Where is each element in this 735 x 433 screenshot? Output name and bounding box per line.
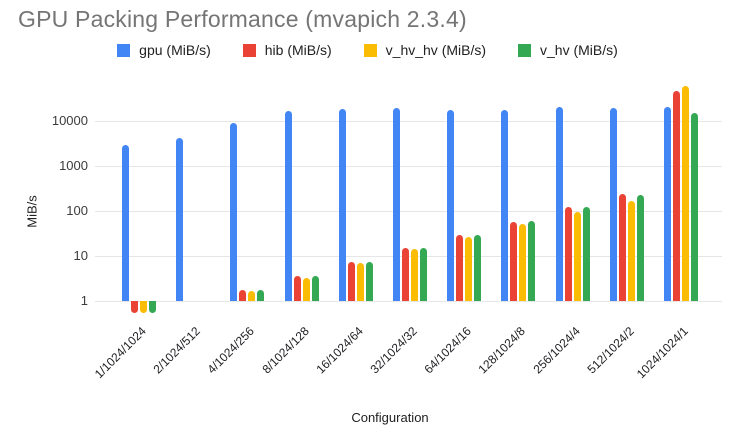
bar-v_hv_hv-512/1024/2 [627,200,635,301]
x-axis-title: Configuration [351,410,429,425]
legend-item[interactable]: v_hv_hv (MiB/s) [363,42,487,58]
legend-label: v_hv (MiB/s) [540,42,618,58]
bar-v_hv_hv-128/1024/8 [519,224,527,301]
legend-item[interactable]: gpu (MiB/s) [117,42,211,58]
bar-v_hv_hv-8/1024/128 [302,277,310,301]
gridline [95,211,722,212]
gridline [95,166,722,167]
bar-hib-256/1024/4 [564,207,572,301]
bar-gpu-512/1024/2 [609,107,617,301]
legend-label: v_hv_hv (MiB/s) [385,42,487,58]
bar-hib-128/1024/8 [510,221,518,301]
bar-gpu-2/1024/512 [176,138,184,301]
bar-gpu-16/1024/64 [338,108,346,301]
bar-gpu-32/1024/32 [393,108,400,301]
bar-v_hv-128/1024/8 [528,220,536,301]
bar-v_hv_hv-16/1024/64 [356,262,364,301]
bar-gpu-4/1024/256 [230,123,238,301]
bar-hib-512/1024/2 [618,194,626,301]
bar-hib-32/1024/32 [402,248,409,301]
y-axis-tick-label: 1 [80,293,88,308]
legend-label: hib (MiB/s) [264,42,332,58]
bar-hib-8/1024/128 [293,275,301,301]
bar-v_hv_hv-4/1024/256 [248,290,256,301]
legend: gpu (MiB/s) hib (MiB/s) v_hv_hv (MiB/s) v_h… [0,42,735,58]
bar-v_hv-8/1024/128 [311,275,319,301]
bar-hib-64/1024/16 [456,235,464,301]
bar-gpu-64/1024/16 [447,109,455,301]
bar-hib-4/1024/256 [239,289,247,301]
legend-item[interactable]: hib (MiB/s) [242,42,332,58]
bar-v_hv-4/1024/256 [257,289,265,301]
y-axis-tick-label: 10 [73,248,88,263]
legend-swatch-icon [117,43,131,57]
bar-v_hv_hv-64/1024/16 [465,237,473,301]
bar-hib-1/1024/1024 [131,301,138,313]
legend-swatch-icon [363,43,377,57]
bar-hib-16/1024/64 [347,262,355,301]
gridline [95,121,722,122]
bar-hib-1024/1024/1 [673,90,680,301]
bar-v_hv-1/1024/1024 [149,301,156,313]
bar-v_hv-1024/1024/1 [691,113,698,301]
legend-swatch-icon [518,43,532,57]
bar-v_hv-256/1024/4 [582,206,590,301]
bar-v_hv_hv-1/1024/1024 [140,301,147,313]
legend-label: gpu (MiB/s) [139,42,211,58]
bar-v_hv_hv-32/1024/32 [411,249,418,301]
y-axis-tick-label: 1000 [59,158,88,173]
legend-swatch-icon [242,43,256,57]
bar-v_hv_hv-1024/1024/1 [682,85,689,301]
chart-title: GPU Packing Performance (mvapich 2.3.4) [18,6,467,32]
bar-gpu-128/1024/8 [501,110,509,301]
bar-gpu-256/1024/4 [555,107,563,301]
bar-gpu-1/1024/1024 [122,145,129,301]
legend-item[interactable]: v_hv (MiB/s) [518,42,618,58]
bar-v_hv-512/1024/2 [636,194,644,301]
bar-v_hv_hv-256/1024/4 [573,211,581,301]
bar-gpu-8/1024/128 [284,111,292,301]
gridline [95,301,722,302]
bar-gpu-1024/1024/1 [664,106,671,301]
bar-v_hv-32/1024/32 [420,248,427,301]
y-axis-tick-label: 10000 [51,113,88,128]
bar-v_hv-64/1024/16 [474,235,482,301]
bar-v_hv-16/1024/64 [365,261,373,301]
y-axis-tick-label: 100 [66,203,88,218]
